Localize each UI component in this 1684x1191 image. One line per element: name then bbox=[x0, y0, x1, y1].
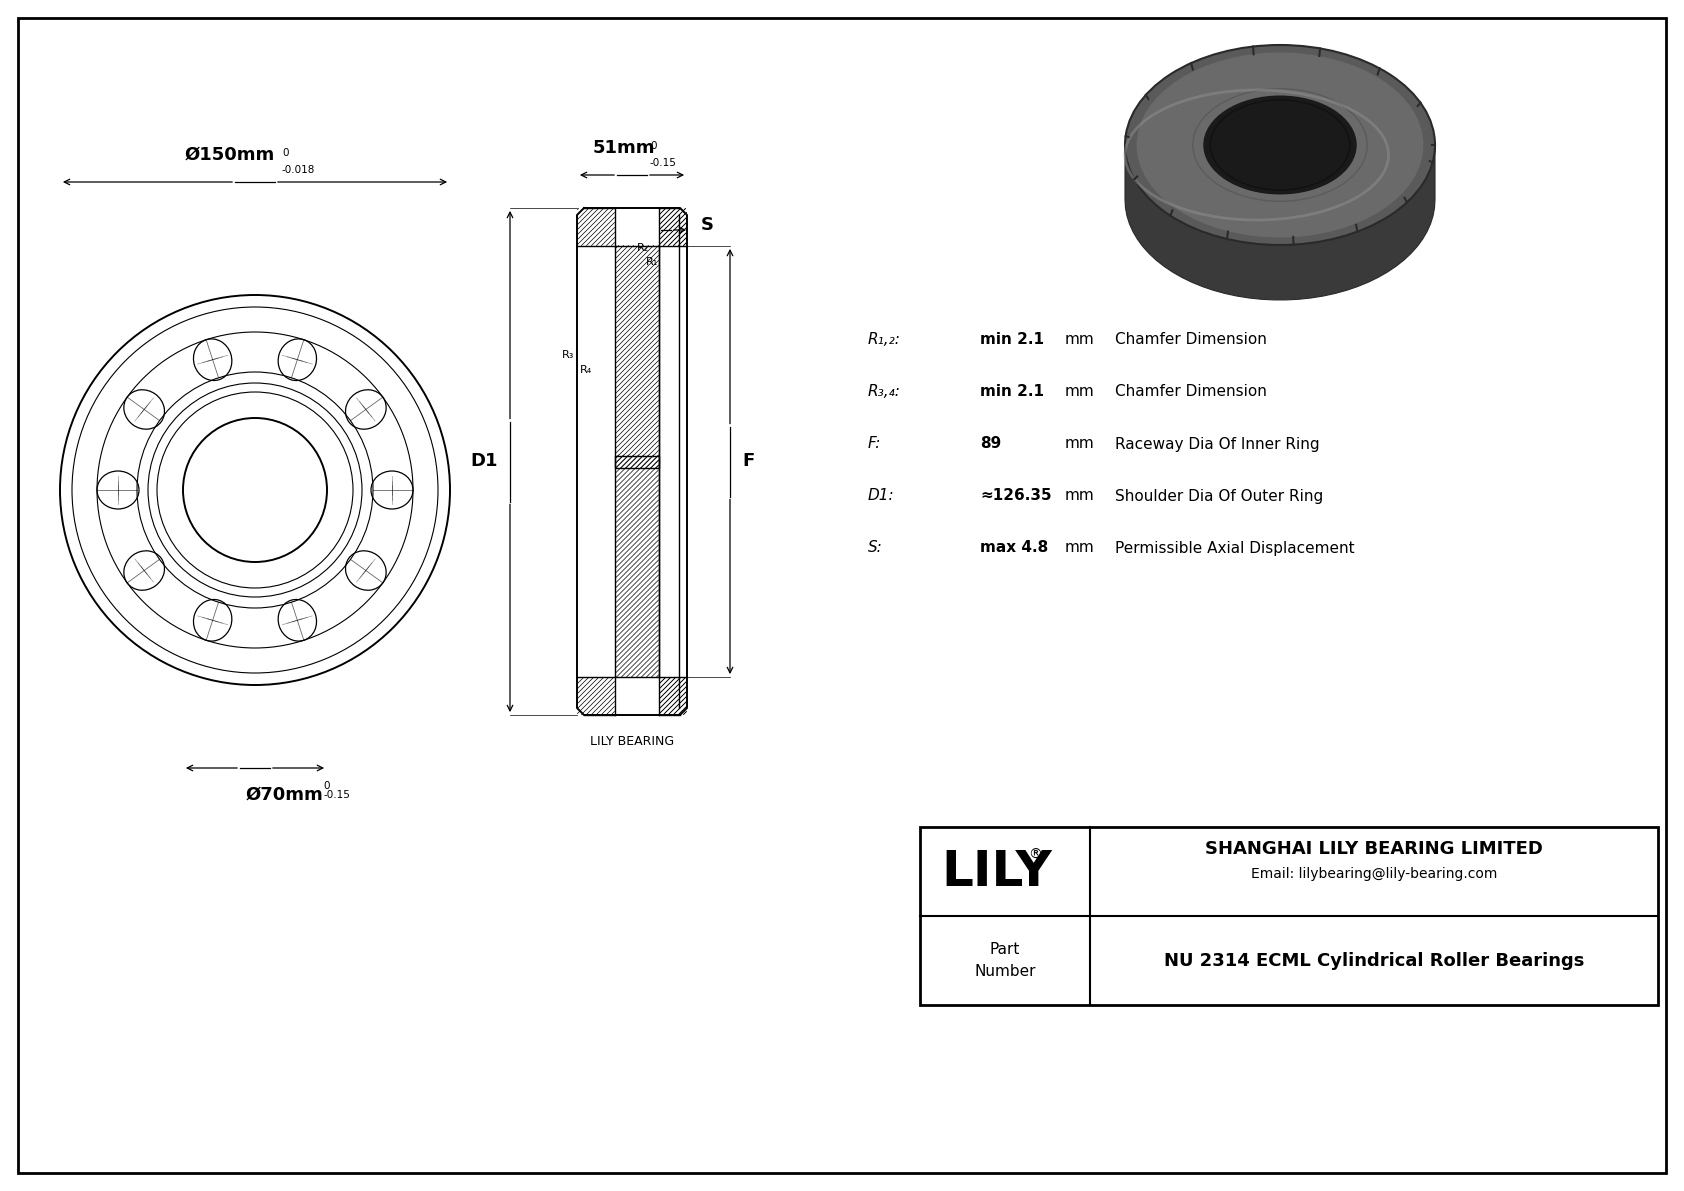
Text: R₄: R₄ bbox=[579, 364, 593, 375]
Text: R₁,₂:: R₁,₂: bbox=[867, 332, 901, 348]
Text: Ø70mm: Ø70mm bbox=[246, 786, 323, 804]
Text: S:: S: bbox=[867, 541, 882, 555]
Text: -0.018: -0.018 bbox=[281, 166, 315, 175]
Text: S: S bbox=[701, 216, 714, 233]
Text: Chamfer Dimension: Chamfer Dimension bbox=[1115, 385, 1266, 399]
Text: Shoulder Dia Of Outer Ring: Shoulder Dia Of Outer Ring bbox=[1115, 488, 1324, 504]
Text: ≈126.35: ≈126.35 bbox=[980, 488, 1051, 504]
Text: min 2.1: min 2.1 bbox=[980, 332, 1044, 348]
Bar bbox=[919, 827, 1659, 1005]
Text: D1: D1 bbox=[470, 453, 498, 470]
Text: 0: 0 bbox=[281, 148, 288, 158]
Text: mm: mm bbox=[1064, 488, 1095, 504]
Text: R₁: R₁ bbox=[647, 257, 658, 267]
Text: R₂: R₂ bbox=[637, 243, 650, 252]
Text: mm: mm bbox=[1064, 541, 1095, 555]
Text: LILY: LILY bbox=[941, 848, 1052, 896]
Text: ®: ® bbox=[1027, 848, 1042, 861]
Text: Chamfer Dimension: Chamfer Dimension bbox=[1115, 332, 1266, 348]
Text: F:: F: bbox=[867, 436, 881, 451]
Ellipse shape bbox=[1137, 52, 1423, 237]
Text: LILY BEARING: LILY BEARING bbox=[589, 735, 674, 748]
Text: SHANGHAI LILY BEARING LIMITED: SHANGHAI LILY BEARING LIMITED bbox=[1206, 840, 1543, 858]
Text: Email: lilybearing@lily-bearing.com: Email: lilybearing@lily-bearing.com bbox=[1251, 867, 1497, 881]
Text: max 4.8: max 4.8 bbox=[980, 541, 1047, 555]
Text: 0: 0 bbox=[650, 141, 657, 151]
Text: mm: mm bbox=[1064, 385, 1095, 399]
Text: F: F bbox=[743, 453, 754, 470]
Ellipse shape bbox=[1211, 100, 1351, 191]
Text: Part
Number: Part Number bbox=[975, 942, 1036, 979]
Text: NU 2314 ECML Cylindrical Roller Bearings: NU 2314 ECML Cylindrical Roller Bearings bbox=[1164, 952, 1585, 969]
Ellipse shape bbox=[1125, 45, 1435, 245]
Bar bbox=[615, 455, 658, 676]
Text: R₃: R₃ bbox=[562, 350, 574, 360]
Text: R₃,₄:: R₃,₄: bbox=[867, 385, 901, 399]
Text: 0: 0 bbox=[323, 781, 330, 791]
Text: D1:: D1: bbox=[867, 488, 894, 504]
Text: -0.15: -0.15 bbox=[650, 158, 677, 168]
Polygon shape bbox=[1125, 145, 1435, 300]
Text: 89: 89 bbox=[980, 436, 1002, 451]
Bar bbox=[615, 247, 658, 468]
Text: Permissible Axial Displacement: Permissible Axial Displacement bbox=[1115, 541, 1354, 555]
Ellipse shape bbox=[1204, 95, 1357, 194]
Text: Ø150mm: Ø150mm bbox=[185, 146, 274, 164]
Text: 51mm: 51mm bbox=[593, 139, 655, 157]
Text: -0.15: -0.15 bbox=[323, 790, 350, 800]
Text: Raceway Dia Of Inner Ring: Raceway Dia Of Inner Ring bbox=[1115, 436, 1320, 451]
Text: mm: mm bbox=[1064, 332, 1095, 348]
Text: min 2.1: min 2.1 bbox=[980, 385, 1044, 399]
Text: mm: mm bbox=[1064, 436, 1095, 451]
